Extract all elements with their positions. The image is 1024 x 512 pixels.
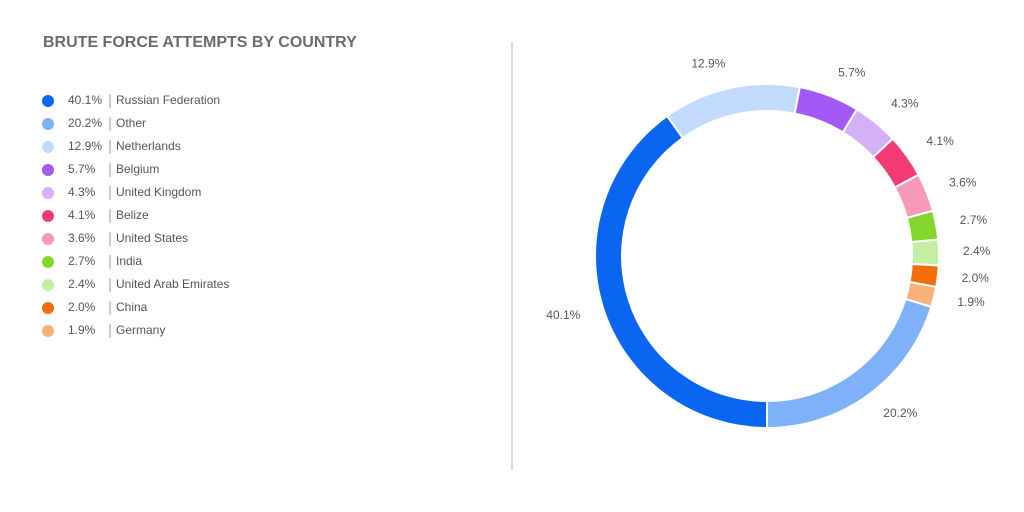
legend-label: Netherlands [116, 139, 181, 153]
legend-swatch [42, 256, 54, 268]
legend-swatch [42, 141, 54, 153]
legend-label: Belize [116, 208, 149, 222]
legend-label: United States [116, 231, 188, 245]
legend-value: 2.7% [68, 254, 96, 268]
legend-value: 4.3% [68, 185, 96, 199]
legend-label: United Arab Emirates [116, 277, 229, 291]
legend-label: India [116, 254, 142, 268]
legend-value: 3.6% [68, 231, 96, 245]
legend-label: China [116, 300, 148, 314]
data-label: 2.7% [960, 213, 988, 227]
legend-swatch [42, 164, 54, 176]
donut-segment [665, 83, 801, 140]
data-label: 12.9% [691, 57, 725, 71]
legend-swatch [42, 233, 54, 245]
legend-swatch [42, 118, 54, 130]
legend-label: Other [116, 116, 146, 130]
data-label: 4.1% [926, 134, 954, 148]
data-label: 2.4% [963, 244, 991, 258]
data-label: 5.7% [838, 66, 866, 80]
legend-swatch [42, 325, 54, 337]
legend-value: 2.0% [68, 300, 96, 314]
legend-value: 1.9% [68, 323, 96, 337]
data-label: 1.9% [957, 295, 985, 309]
legend-label: Germany [116, 323, 165, 337]
donut-segment [904, 280, 938, 309]
data-label: 20.2% [883, 406, 917, 420]
chart-title: BRUTE FORCE ATTEMPTS BY COUNTRY [43, 34, 357, 51]
legend-value: 12.9% [68, 139, 102, 153]
data-label: 4.3% [891, 96, 919, 110]
donut-segment [910, 238, 940, 267]
legend-swatch [42, 95, 54, 107]
legend-swatch [42, 210, 54, 222]
legend-swatch [42, 302, 54, 314]
donut-segment [766, 297, 933, 430]
legend-value: 4.1% [68, 208, 96, 222]
legend-label: Russian Federation [116, 93, 220, 107]
legend-value: 20.2% [68, 116, 102, 130]
data-label: 40.1% [546, 308, 580, 322]
legend-label: Belgium [116, 162, 159, 176]
legend-value: 5.7% [68, 162, 96, 176]
legend-value: 2.4% [68, 277, 96, 291]
data-label: 3.6% [949, 176, 977, 190]
legend-swatch [42, 279, 54, 291]
donut-segment [594, 114, 768, 430]
legend-label: United Kingdom [116, 185, 201, 199]
data-label: 2.0% [962, 271, 990, 285]
legend-swatch [42, 187, 54, 199]
legend-value: 40.1% [68, 93, 102, 107]
